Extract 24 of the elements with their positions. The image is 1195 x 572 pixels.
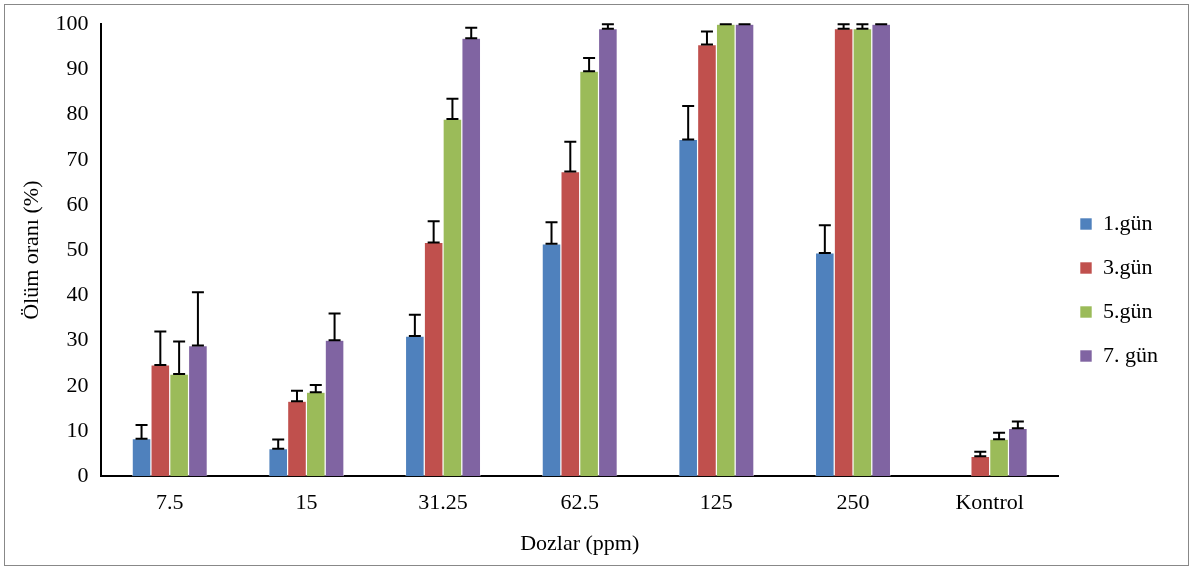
legend-label: 7. gün [1103,341,1158,367]
y-tick-label: 60 [66,190,89,216]
y-axis-title: Ölüm oranı (%) [17,180,43,320]
y-tick-label: 80 [66,100,89,126]
x-tick-label: 31.25 [418,489,468,515]
y-tick-label: 70 [66,145,89,171]
y-tick-label: 50 [66,235,89,261]
x-tick-label: 62.5 [560,489,599,515]
legend-label: 3.gün [1103,253,1153,279]
y-tick-label: 0 [77,461,89,487]
y-tick-label: 90 [66,55,89,81]
x-tick-label: 15 [295,489,318,515]
x-tick-label: 250 [836,489,870,515]
y-tick-label: 20 [66,371,89,397]
x-tick-label: Kontrol [955,489,1024,515]
y-tick-label: 30 [66,326,89,352]
x-tick-label: 7.5 [155,489,184,515]
x-axis-title: Dozlar (ppm) [520,529,640,555]
y-tick-label: 40 [66,281,89,307]
y-tick-label: 100 [55,9,89,35]
legend-label: 5.gün [1103,297,1153,323]
y-tick-label: 10 [66,416,89,442]
legend-label: 1.gün [1103,209,1153,235]
x-tick-label: 125 [699,489,733,515]
